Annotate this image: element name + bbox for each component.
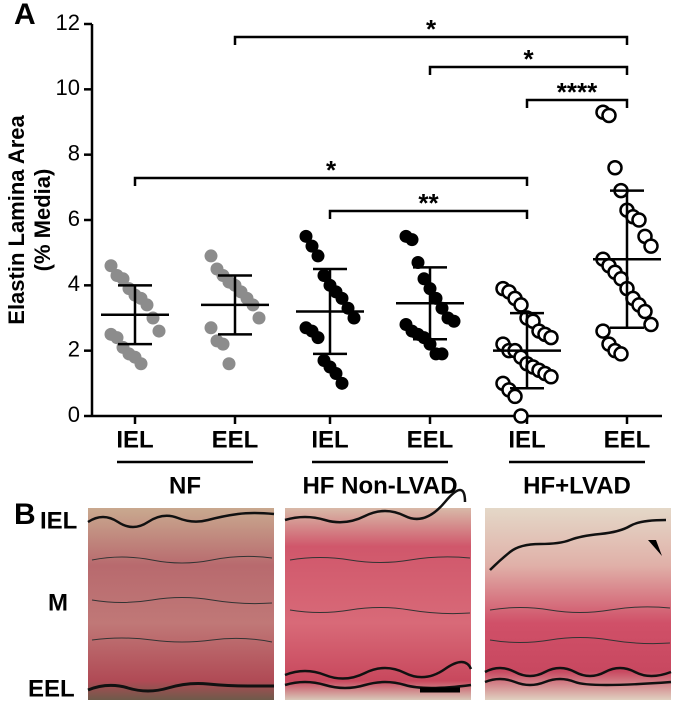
data-point bbox=[204, 249, 218, 263]
data-point bbox=[252, 311, 266, 325]
histology-image bbox=[484, 508, 672, 700]
significance-label: * bbox=[523, 44, 534, 74]
data-point bbox=[423, 337, 437, 351]
data-point bbox=[299, 229, 313, 243]
y-tick-label: 10 bbox=[56, 75, 80, 100]
significance-label: ** bbox=[418, 188, 439, 218]
data-point bbox=[601, 107, 617, 124]
data-point bbox=[595, 323, 611, 339]
y-axis-title-line: (% Media) bbox=[30, 169, 55, 272]
data-point bbox=[222, 357, 236, 371]
significance-bracket bbox=[233, 35, 629, 45]
data-point bbox=[305, 239, 319, 253]
data-point bbox=[411, 255, 425, 269]
data-point bbox=[347, 311, 361, 325]
data-point bbox=[507, 388, 523, 405]
data-point bbox=[204, 321, 218, 335]
data-point bbox=[447, 314, 461, 328]
group-label: NF bbox=[169, 472, 201, 499]
data-point bbox=[329, 367, 343, 381]
group-label: HF+LVAD bbox=[523, 472, 631, 499]
data-point bbox=[335, 376, 349, 390]
data-point bbox=[643, 316, 659, 333]
significance-label: * bbox=[326, 155, 337, 185]
data-point bbox=[613, 346, 629, 362]
significance-bracket bbox=[133, 176, 529, 186]
y-axis-title-line: Elastin Lamina Area bbox=[4, 114, 29, 324]
data-point bbox=[637, 303, 653, 320]
layer-label: IEL bbox=[40, 507, 77, 534]
data-point bbox=[311, 249, 325, 263]
significance-bracket bbox=[328, 209, 529, 219]
x-tick-label: EEL bbox=[604, 426, 651, 453]
data-point bbox=[429, 291, 443, 305]
data-point bbox=[311, 331, 325, 345]
significance-label: **** bbox=[557, 77, 598, 107]
data-point bbox=[116, 272, 130, 286]
data-point bbox=[134, 357, 148, 371]
data-point bbox=[435, 301, 449, 315]
layer-label: EEL bbox=[28, 675, 75, 702]
data-point bbox=[104, 259, 118, 273]
data-point bbox=[335, 291, 349, 305]
data-point bbox=[152, 324, 166, 338]
layer-label: M bbox=[48, 589, 68, 616]
data-point bbox=[110, 331, 124, 345]
y-tick-label: 2 bbox=[68, 336, 80, 361]
y-tick-label: 6 bbox=[68, 206, 80, 231]
data-point bbox=[216, 337, 230, 351]
significance-label: * bbox=[426, 14, 437, 44]
data-point bbox=[643, 238, 659, 254]
data-point bbox=[417, 272, 431, 286]
data-point bbox=[631, 212, 647, 228]
x-tick-label: IEL bbox=[311, 426, 348, 453]
panel-label: B bbox=[14, 498, 36, 531]
significance-bracket bbox=[428, 65, 629, 75]
data-point bbox=[543, 329, 559, 346]
x-tick-label: IEL bbox=[116, 426, 153, 453]
data-point bbox=[513, 408, 529, 424]
x-tick-label: IEL bbox=[508, 426, 545, 453]
y-tick-label: 4 bbox=[68, 271, 80, 296]
data-point bbox=[543, 369, 559, 385]
data-point bbox=[513, 297, 529, 313]
y-axis-title: Elastin Lamina Area (% Media) bbox=[4, 114, 55, 324]
x-tick-label: EEL bbox=[407, 426, 454, 453]
y-tick-label: 8 bbox=[68, 140, 80, 165]
data-point bbox=[435, 347, 449, 361]
y-tick-label: 0 bbox=[68, 402, 80, 427]
histology-image bbox=[284, 488, 473, 700]
data-point bbox=[140, 298, 154, 312]
data-point bbox=[317, 269, 331, 283]
histology-image bbox=[87, 508, 275, 700]
data-point bbox=[405, 233, 419, 247]
panel-label: A bbox=[14, 0, 36, 31]
significance-bracket bbox=[525, 98, 629, 108]
group-label: HF Non-LVAD bbox=[302, 472, 457, 499]
y-tick-label: 12 bbox=[56, 10, 80, 35]
x-tick-label: EEL bbox=[212, 426, 259, 453]
data-point bbox=[146, 311, 160, 325]
data-point bbox=[607, 159, 623, 176]
